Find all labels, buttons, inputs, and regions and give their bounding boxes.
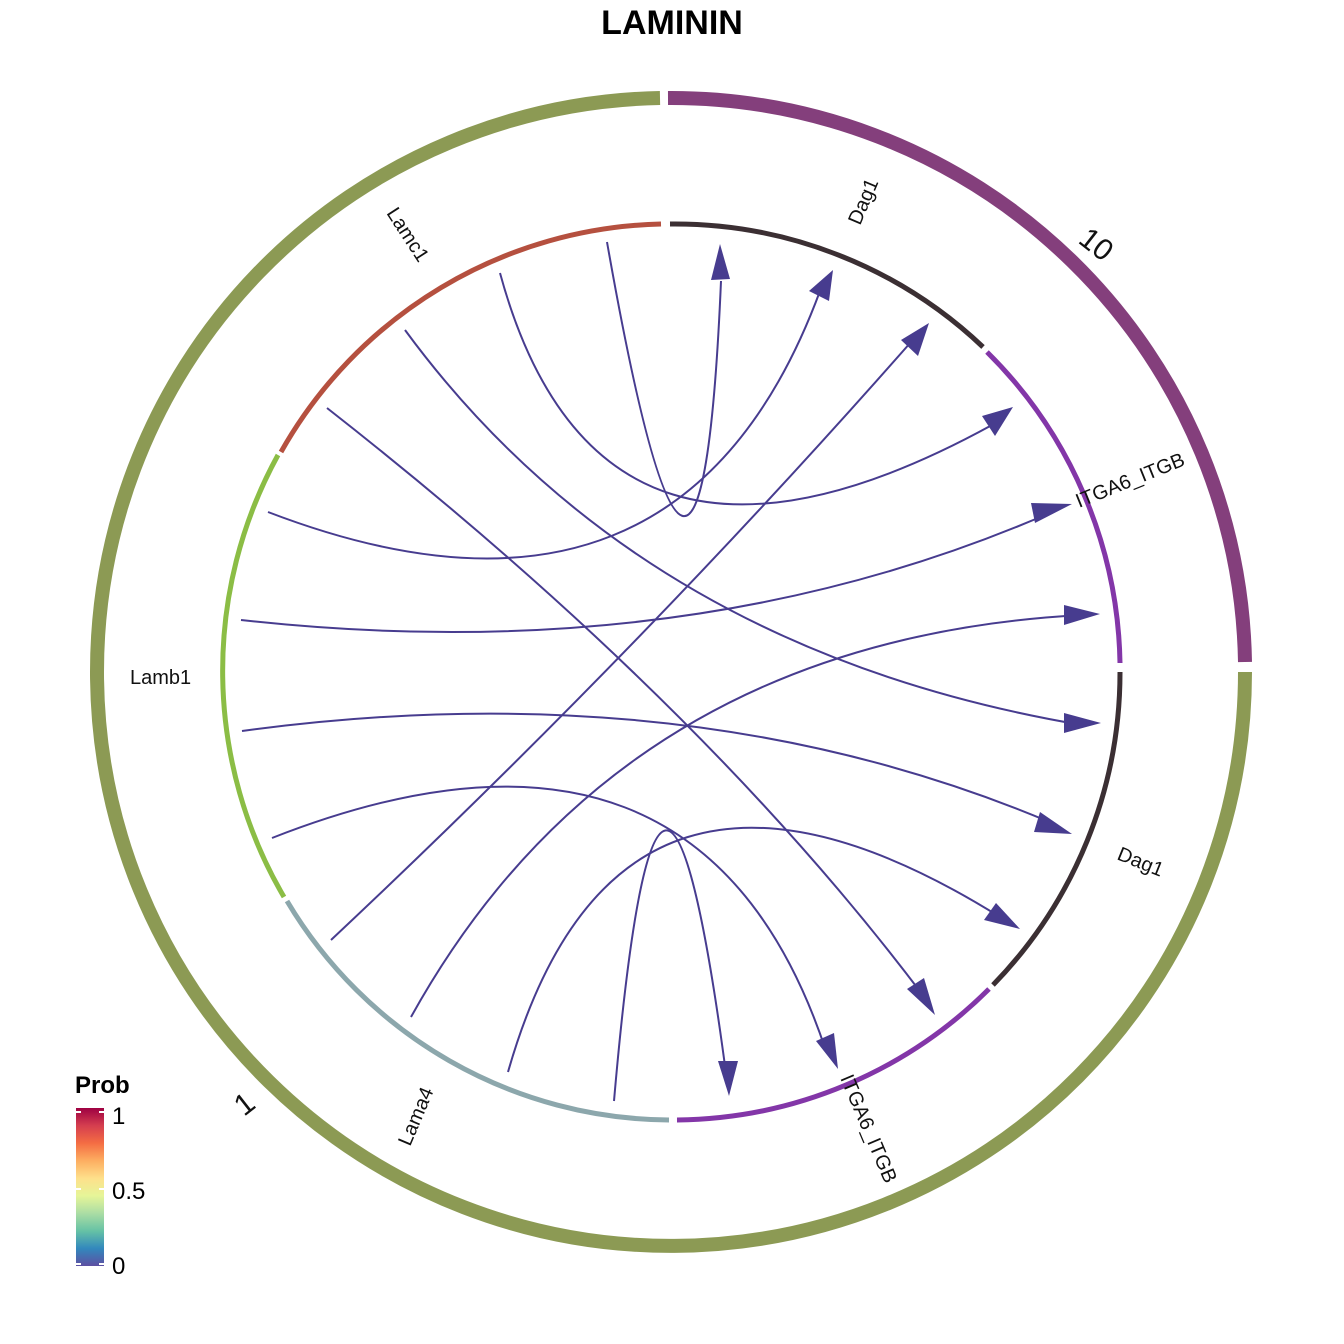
segment-dag1-right (991, 671, 1123, 987)
link-lama4-itga6-right (410, 614, 1083, 1018)
segment-lamc1 (278, 221, 662, 454)
link-lamc1-dag1-right (404, 329, 1083, 726)
link-lama4-dag1-right (507, 826, 1001, 1073)
arrowhead (711, 244, 730, 280)
arrowhead (1064, 605, 1100, 625)
label-group-1: 1 (228, 1086, 261, 1122)
label-dag1-top: Dag1 (844, 175, 883, 228)
arrowhead (1064, 713, 1101, 733)
link-lamc1-itga6-bottom (326, 407, 923, 995)
inner-ring (220, 221, 1123, 1123)
arrowheads (711, 244, 1101, 1096)
links (240, 241, 1083, 1102)
arrowhead (809, 270, 833, 301)
segment-itga6-right (985, 350, 1123, 664)
label-lama4: Lama4 (394, 1084, 438, 1149)
segment-dag1-top (669, 221, 985, 349)
legend-tick-1: 1 (112, 1103, 125, 1130)
arrowhead (984, 903, 1020, 929)
group-1-arc (90, 91, 1252, 1253)
label-itga6-bottom: ITGA6_ITGB (835, 1071, 900, 1186)
arrowhead (718, 1061, 738, 1096)
segment-itga6-bottom (676, 987, 991, 1123)
link-lamb1-itga6-bottom (271, 785, 827, 1052)
link-lama4-itga6-bottom (613, 829, 728, 1102)
link-lamb1-itga6-right (240, 511, 1053, 634)
label-dag1-right: Dag1 (1114, 843, 1167, 881)
arrowhead (901, 323, 929, 356)
arrowhead (982, 407, 1013, 436)
label-lamb1: Lamb1 (130, 667, 191, 689)
legend-colorbar (76, 1108, 104, 1266)
link-lamb1-dag1-top (267, 290, 821, 560)
segment-lamb1 (220, 453, 287, 899)
legend-title: Prob (75, 1072, 130, 1099)
outer-ring (90, 90, 1252, 1253)
link-lamb1-dag1-right (241, 712, 1053, 824)
arrowhead (1031, 503, 1072, 523)
arrowhead (1034, 812, 1072, 834)
chart-title: LAMININ (601, 4, 743, 42)
segment-labels: Lamc1 Lamb1 Lama4 ITGA6_ITGB Dag1 ITGA6_… (130, 175, 1188, 1186)
group-10-arc (667, 90, 1252, 663)
link-lamc1-itga6-right (499, 272, 993, 506)
arrowhead (907, 978, 935, 1015)
arrowhead (816, 1033, 838, 1069)
label-lamc1: Lamc1 (382, 204, 433, 266)
legend-tick-0: 0 (112, 1253, 125, 1280)
link-lamc1-dag1-top (606, 241, 722, 518)
label-itga6-right: ITGA6_ITGB (1073, 449, 1188, 513)
legend-tick-0-5: 0.5 (112, 1178, 145, 1205)
link-lama4-dag1-top (330, 341, 912, 941)
prob-legend: Prob 1 0.5 0 (75, 1072, 145, 1280)
segment-lama4 (284, 899, 670, 1123)
